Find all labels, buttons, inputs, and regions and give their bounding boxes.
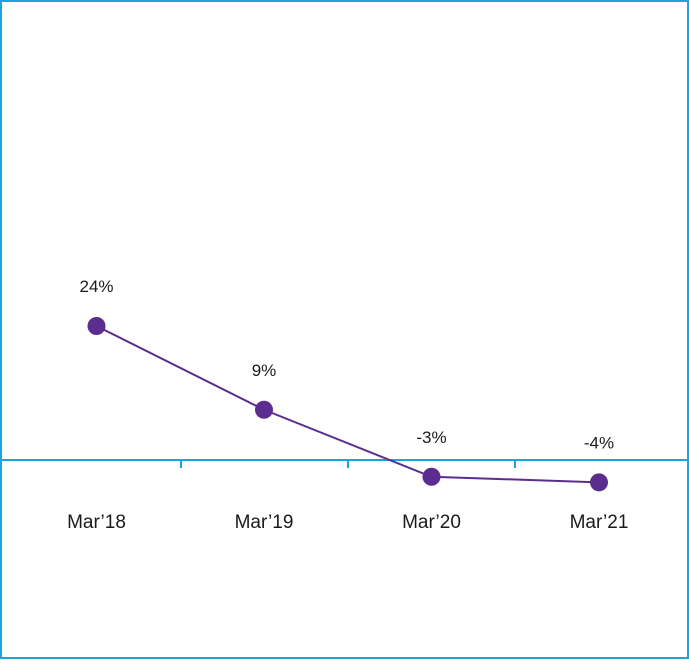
data-point: [87, 317, 106, 335]
data-label: -4%: [584, 433, 614, 452]
x-tick-label: Mar’20: [402, 512, 461, 533]
x-tick-label: Mar’19: [235, 512, 294, 533]
data-label: 24%: [79, 277, 113, 296]
data-point: [590, 473, 608, 492]
series-line: [96, 325, 600, 484]
data-point: [255, 400, 273, 419]
x-tick-label: Mar’18: [67, 512, 126, 533]
data-point: [422, 467, 441, 486]
data-label: 9%: [252, 361, 277, 380]
x-tick-label: Mar’21: [570, 512, 629, 533]
data-label: -3%: [416, 428, 446, 447]
